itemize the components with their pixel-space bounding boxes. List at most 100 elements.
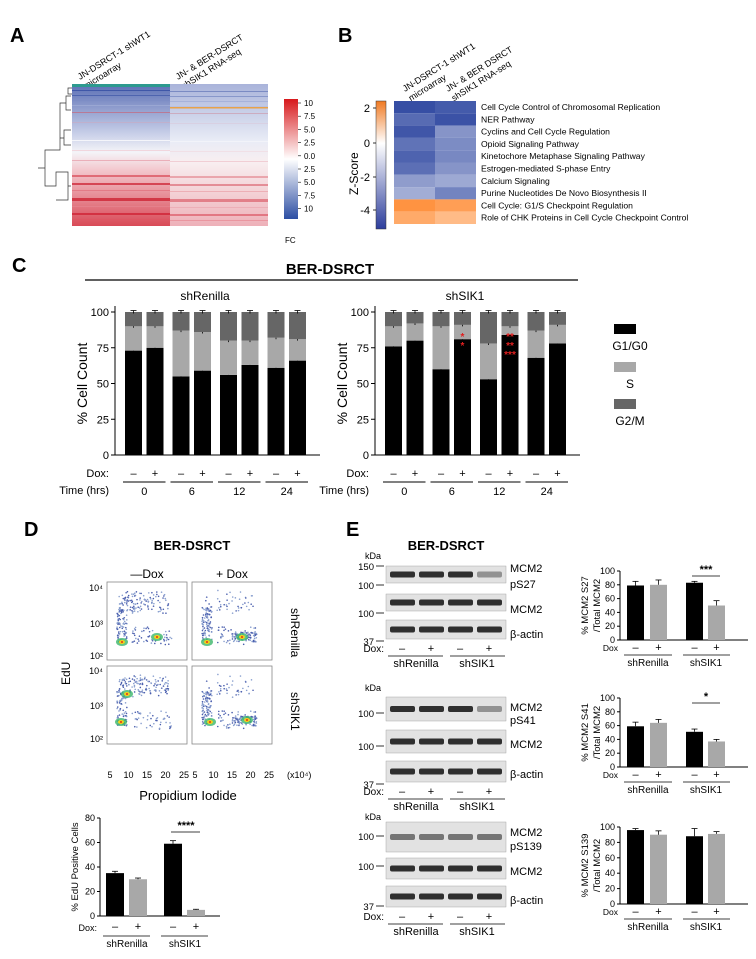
facs-density-peak [120, 721, 122, 723]
facs-point [153, 722, 155, 725]
d-col-plus-dox: + Dox [216, 567, 248, 581]
facs-point [169, 636, 171, 639]
facs-point [122, 622, 124, 625]
heatmap-row [170, 207, 268, 208]
c-bar-g1g0 [146, 347, 164, 455]
pathway-cell [435, 113, 476, 126]
facs-point [216, 598, 219, 600]
facs-point [123, 599, 126, 601]
facs-point [209, 698, 211, 700]
facs-point [151, 591, 153, 594]
panel-d: D BER-DSRCT —Dox + Dox 10⁴ 10³ 10² 10⁴ 10³ 10… [24, 519, 311, 950]
facs-point [240, 690, 243, 693]
facs-point [160, 642, 162, 645]
heatmap-row [72, 140, 170, 141]
c-bar-g1g0 [289, 360, 306, 455]
facs-point [165, 634, 168, 636]
facs-point [151, 639, 154, 642]
facs-point [237, 711, 239, 713]
facs-point [122, 597, 125, 600]
pathway-cell [435, 101, 476, 114]
zscore-legend-bar [375, 100, 387, 230]
blot-band [390, 599, 415, 606]
facs-point [253, 635, 256, 638]
facs-point [125, 614, 128, 617]
facs-point [123, 635, 125, 637]
facs-frame [191, 665, 273, 745]
c-bar-s [432, 326, 450, 370]
facs-point [122, 604, 124, 606]
d-dox-label: Dox: [78, 923, 97, 933]
e-bar [627, 830, 644, 904]
e-dox-mark: – [457, 911, 464, 923]
facs-point [206, 613, 209, 615]
e-mw-label: 150 [358, 562, 374, 573]
pathway-cell [435, 162, 476, 175]
facs-point [155, 681, 157, 683]
facs-point [228, 602, 230, 605]
facs-point [124, 702, 127, 704]
c-bar-g1g0 [194, 370, 211, 455]
facs-point [220, 716, 223, 719]
facs-point [206, 709, 208, 711]
facs-point [167, 603, 170, 605]
facs-point [237, 718, 240, 721]
fc-legend-tick-label: 7.5 [304, 112, 316, 121]
facs-point [127, 680, 130, 683]
facs-point [124, 677, 126, 679]
e-y-tick-label: 40 [605, 868, 615, 878]
facs-point [234, 635, 236, 638]
c-bar-s [454, 324, 471, 340]
blot-band [390, 626, 415, 633]
facs-point [157, 610, 160, 613]
facs-point [132, 605, 135, 608]
e-y-label-line1: % MCM2 S27 [580, 576, 591, 635]
facs-point [121, 630, 124, 633]
facs-point [128, 677, 131, 680]
facs-point [206, 711, 209, 714]
facs-point [249, 710, 252, 713]
facs-point [205, 680, 208, 682]
facs-point [147, 600, 150, 603]
d-group-label: shRenilla [106, 939, 148, 950]
facs-point [118, 611, 120, 613]
facs-point [236, 724, 238, 726]
fc-legend-tick-label: 5.0 [304, 125, 316, 134]
facs-point [144, 603, 146, 606]
facs-point [137, 610, 139, 613]
facs-point [252, 605, 254, 608]
heatmap-row [72, 105, 170, 106]
facs-point [134, 688, 137, 691]
facs-point [220, 632, 223, 635]
facs-point [158, 727, 161, 730]
facs-point [131, 606, 134, 609]
facs-point [251, 724, 253, 727]
blot-band [390, 834, 415, 840]
facs-point [145, 600, 148, 602]
pathway-cell [435, 137, 476, 151]
heatmap-top-row [72, 84, 170, 87]
c-subtitle-shrenilla: shRenilla [180, 289, 230, 303]
e-blot-label: MCM2 [510, 563, 542, 575]
facs-point [201, 723, 204, 725]
c-bar-g2m [220, 312, 237, 341]
pathway-label: Calcium Signaling [481, 176, 550, 186]
c-legend-swatch [614, 399, 636, 409]
c-legend-label: G1/G0 [612, 339, 648, 353]
heatmap-row [170, 176, 268, 178]
e-blot-label: MCM2 [510, 702, 542, 714]
c-dox-mark: – [533, 468, 540, 480]
blot-band [419, 768, 444, 775]
facs-point [135, 637, 137, 640]
facs-point [253, 720, 255, 723]
facs-point [126, 706, 128, 709]
blot-band [390, 893, 415, 900]
blot-band [419, 893, 444, 900]
facs-point [210, 606, 213, 608]
facs-point [201, 713, 204, 716]
facs-point [152, 714, 154, 717]
facs-point [147, 606, 149, 608]
c-dox-mark: + [459, 468, 465, 480]
facs-point [123, 712, 126, 714]
